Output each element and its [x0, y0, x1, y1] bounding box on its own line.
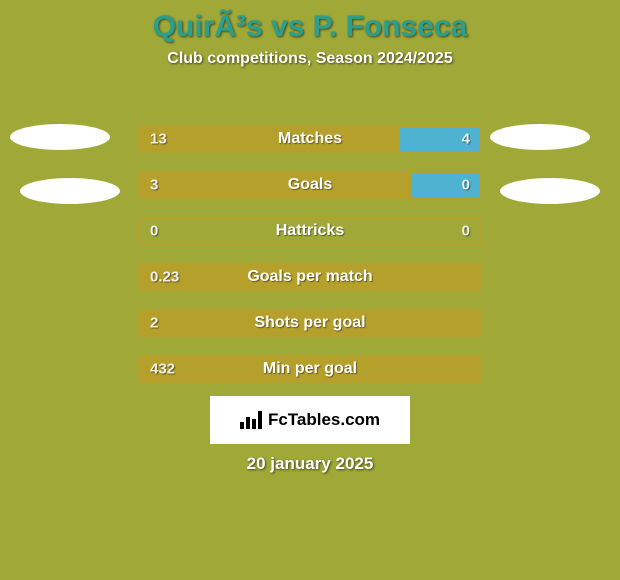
avatar-left-2 — [20, 178, 120, 204]
stat-label: Matches — [140, 130, 480, 148]
comparison-card: QuirÃ³s vs P. Fonseca Club competitions,… — [0, 0, 620, 580]
stat-row: 00Hattricks — [138, 217, 482, 245]
bars-icon — [240, 411, 262, 429]
avatar-left-1 — [10, 124, 110, 150]
stat-row: 2Shots per goal — [138, 309, 482, 337]
stat-label: Min per goal — [140, 360, 480, 378]
stat-row: 0.23Goals per match — [138, 263, 482, 291]
stat-label: Hattricks — [140, 222, 480, 240]
brand-logo: FcTables.com — [210, 396, 410, 444]
date-label: 20 january 2025 — [0, 454, 620, 474]
avatar-right-2 — [500, 178, 600, 204]
stat-label: Goals per match — [140, 268, 480, 286]
stat-label: Shots per goal — [140, 314, 480, 332]
stat-row: 30Goals — [138, 171, 482, 199]
stat-row: 432Min per goal — [138, 355, 482, 383]
brand-logo-text: FcTables.com — [268, 410, 380, 430]
avatar-right-1 — [490, 124, 590, 150]
stats-container: 134Matches 30Goals 00Hattricks 0.23Goals pe… — [138, 125, 482, 401]
stat-label: Goals — [140, 176, 480, 194]
subtitle: Club competitions, Season 2024/2025 — [0, 50, 620, 68]
page-title: QuirÃ³s vs P. Fonseca — [0, 0, 620, 44]
stat-row: 134Matches — [138, 125, 482, 153]
